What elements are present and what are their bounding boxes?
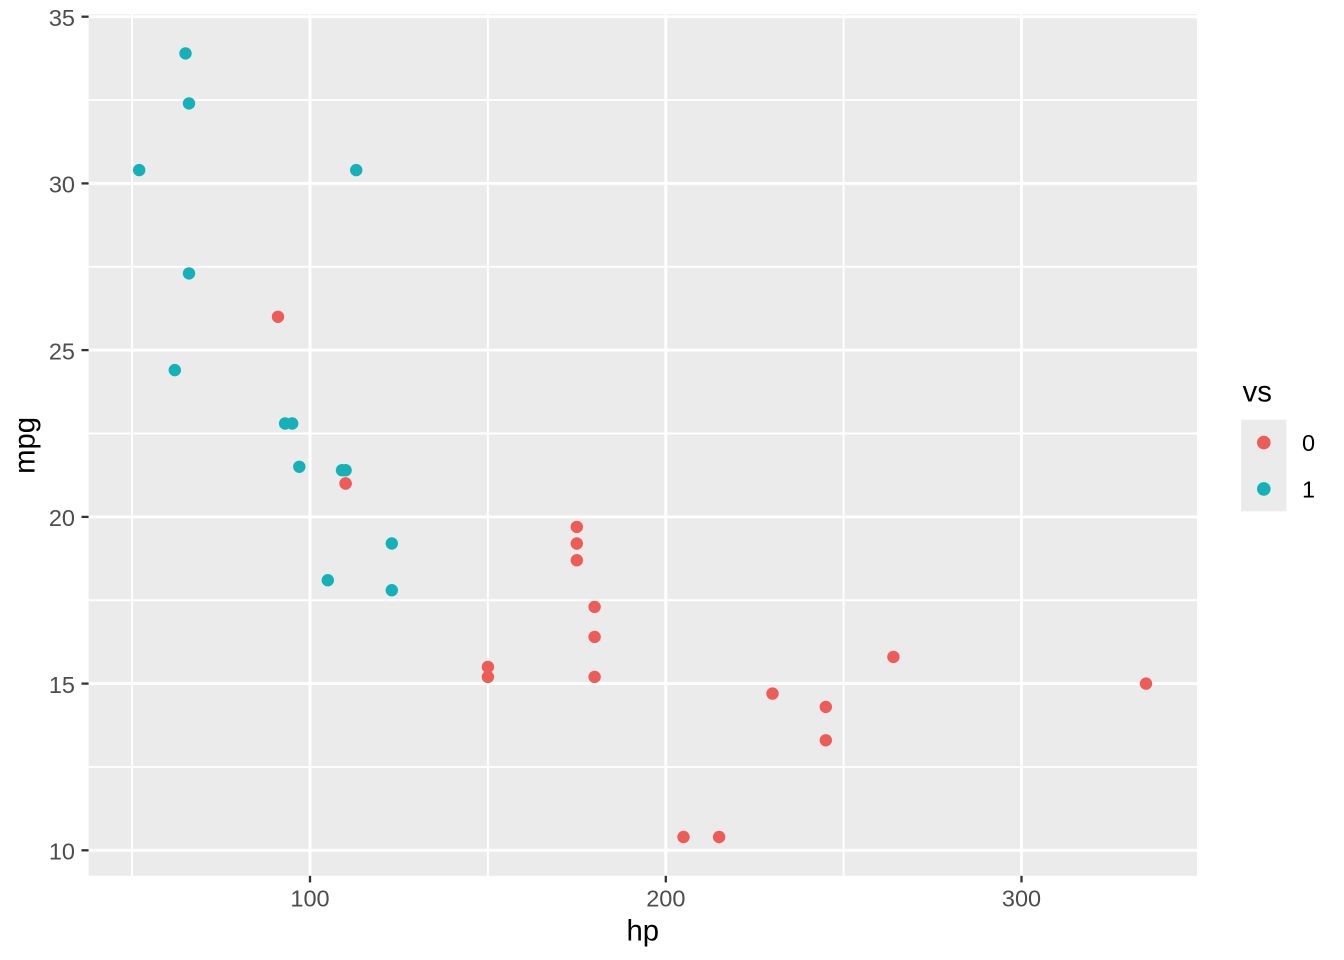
svg-text:25: 25 [49, 338, 75, 364]
svg-text:vs: vs [1243, 376, 1272, 409]
svg-text:10: 10 [49, 839, 75, 865]
svg-text:300: 300 [1002, 886, 1041, 912]
svg-text:mpg: mpg [9, 417, 42, 474]
svg-text:15: 15 [49, 672, 75, 698]
svg-text:200: 200 [646, 886, 685, 912]
svg-text:100: 100 [290, 886, 329, 912]
svg-text:30: 30 [49, 172, 75, 198]
svg-text:0: 0 [1302, 430, 1315, 456]
svg-text:1: 1 [1302, 477, 1315, 503]
svg-text:hp: hp [627, 914, 660, 947]
svg-text:35: 35 [49, 5, 75, 31]
svg-text:20: 20 [49, 505, 75, 531]
